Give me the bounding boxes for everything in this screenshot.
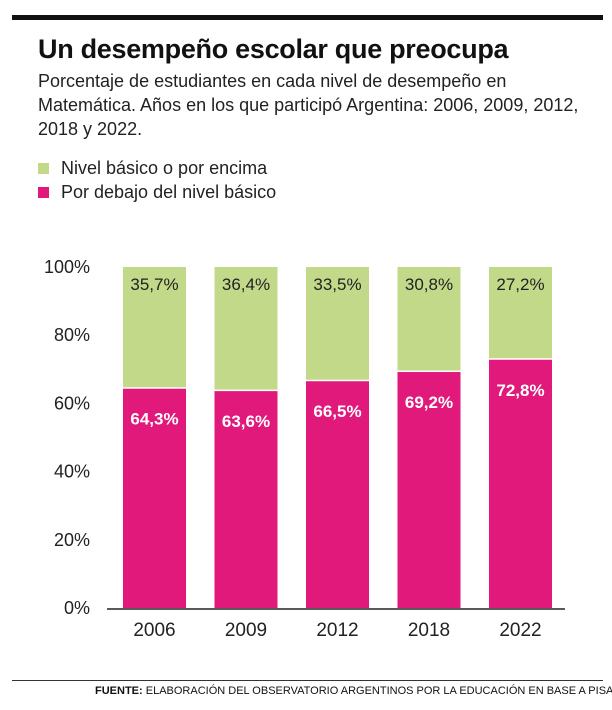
data-label-above-basic: 36,4% [222,275,270,294]
bar-below-basic [306,381,369,608]
legend-label-below-basic: Por debajo del nivel básico [61,181,277,202]
data-label-above-basic: 30,8% [405,275,453,294]
source-label: FUENTE: [95,685,143,697]
data-label-above-basic: 27,2% [496,275,544,294]
bar-above-basic [489,267,552,359]
legend-label-above-basic: Nivel básico o por encima [61,157,268,178]
data-label-below-basic: 64,3% [130,410,178,429]
y-tick-label: 0% [64,598,90,618]
data-label-below-basic: 66,5% [313,402,361,421]
legend-item-above-basic: Nivel básico o por encima [38,156,276,180]
x-tick-label: 2012 [316,620,358,641]
footer-rule [12,680,603,681]
bar-below-basic [123,388,186,608]
source-text: ELABORACIÓN DEL OBSERVATORIO ARGENTINOS … [145,685,612,697]
y-tick-label: 60% [54,393,90,413]
legend-item-below-basic: Por debajo del nivel básico [38,180,276,204]
x-tick-label: 2022 [499,620,541,641]
bar-below-basic [489,359,552,608]
data-label-above-basic: 33,5% [313,275,361,294]
bar-above-basic [123,267,186,388]
y-tick-label: 100% [44,257,90,277]
y-tick-label: 80% [54,325,90,345]
data-label-below-basic: 69,2% [405,393,453,412]
legend-swatch-below-basic [38,186,49,198]
legend: Nivel básico o por encima Por debajo del… [38,156,276,204]
bar-below-basic [397,372,461,608]
x-tick-label: 2006 [133,620,175,641]
source-note: FUENTE: ELABORACIÓN DEL OBSERVATORIO ARG… [95,685,612,697]
chart-title: Un desempeño escolar que preocupa [38,34,509,64]
data-label-below-basic: 63,6% [222,412,270,431]
top-rule [12,15,603,20]
bar-below-basic [214,391,278,608]
x-tick-label: 2018 [408,620,450,641]
y-tick-label: 20% [54,530,90,550]
bar-above-basic [306,267,369,380]
legend-swatch-above-basic [38,162,49,174]
x-tick-label: 2009 [225,620,267,641]
chart-subtitle: Porcentaje de estudiantes en cada nivel … [38,71,579,139]
data-label-above-basic: 35,7% [130,275,178,294]
y-tick-label: 40% [54,462,90,482]
bar-above-basic [397,267,461,371]
stacked-bar-chart: 0% 20% 40% 60% 80% 100% 64,3% 35,7% 2006 63,6% 36,… [44,257,565,641]
bar-above-basic [214,267,278,390]
data-label-below-basic: 72,8% [496,381,544,400]
